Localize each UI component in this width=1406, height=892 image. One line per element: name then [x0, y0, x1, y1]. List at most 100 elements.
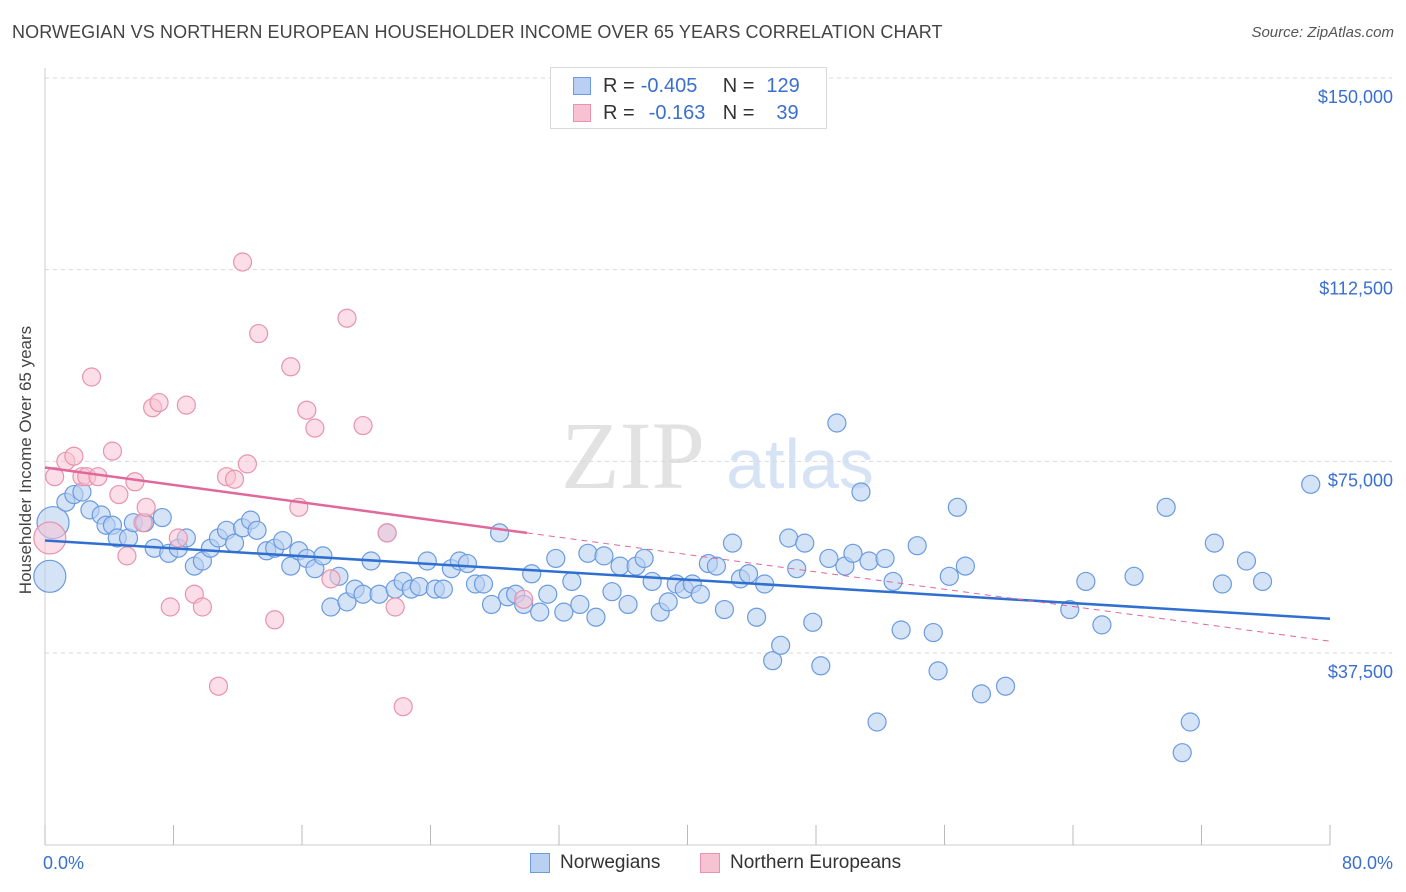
norwegians-point [33, 559, 67, 593]
norwegians-point [522, 564, 542, 584]
northern-europeans-point [237, 454, 257, 474]
norwegians-point [530, 602, 550, 622]
northern-europeans-trend-line [44, 466, 528, 535]
norwegians-point [811, 656, 831, 676]
norwegians-point [923, 622, 943, 643]
northern-europeans-point [109, 484, 129, 505]
norwegians-point [995, 676, 1016, 696]
legend-n-value: 39 [776, 101, 799, 124]
northern-europeans-point [176, 395, 196, 415]
norwegians-point [369, 584, 389, 604]
norwegians-point [321, 597, 341, 617]
chart-title: NORWEGIAN VS NORTHERN EUROPEAN HOUSEHOLD… [12, 22, 943, 42]
norwegians-point [546, 548, 566, 569]
norwegians-point [763, 651, 783, 671]
northern-europeans-point [224, 469, 245, 489]
legend-item-norwegians[interactable]: Norwegians [530, 852, 660, 874]
norwegians-point [642, 571, 662, 592]
norwegians-point [1076, 571, 1096, 592]
norwegians-point [152, 507, 172, 528]
northern-europeans-point [117, 546, 137, 566]
northern-europeans-point [160, 597, 180, 617]
legend-swatch-norwegians [573, 77, 591, 95]
norwegians-point [1124, 566, 1144, 586]
norwegians-point [851, 482, 871, 502]
northern-europeans-point [265, 610, 285, 630]
norwegians-point [1092, 615, 1112, 635]
norwegians-point [610, 556, 630, 576]
northern-europeans-point [377, 523, 397, 543]
northern-europeans-point [64, 446, 84, 466]
northern-europeans-point [33, 521, 67, 555]
norwegians-point [1204, 533, 1224, 553]
norwegians-point [409, 576, 429, 597]
norwegians-point [771, 635, 791, 655]
northern-europeans-point [81, 367, 102, 387]
norwegians-point [457, 553, 478, 574]
norwegians-point [1252, 571, 1273, 592]
northern-europeans-trend-extension [526, 532, 1331, 642]
norwegians-point [795, 533, 815, 553]
norwegians-point [787, 559, 807, 579]
norwegians-point [706, 556, 727, 576]
norwegians-point [538, 584, 558, 604]
northern-europeans-point [249, 323, 269, 344]
norwegians-point [1156, 497, 1176, 517]
northern-europeans-point [232, 252, 253, 272]
northern-europeans-point [168, 528, 188, 548]
northern-europeans-point [393, 697, 413, 717]
y-tick-label: $150,000 [1318, 87, 1393, 107]
norwegians-point [594, 546, 614, 566]
norwegians-point [1301, 474, 1321, 494]
norwegians-point [875, 548, 895, 569]
northern-europeans-point [305, 418, 325, 438]
norwegians-point [1172, 743, 1192, 763]
norwegians-point [738, 564, 759, 584]
northern-europeans-point [337, 308, 357, 328]
legend-n-label: N = [722, 101, 755, 124]
norwegians-point [247, 520, 267, 540]
norwegians-point [570, 594, 590, 615]
norwegians-point [489, 523, 510, 543]
legend-label-northern-europeans: Northern Europeans [730, 852, 902, 873]
legend-r-value: -0.405 [640, 74, 698, 97]
series-legend: Norwegians Northern Europeans [0, 850, 1406, 880]
norwegians-point [1180, 712, 1200, 732]
x-tick-label: 0.0% [43, 853, 84, 873]
norwegians-point [779, 528, 799, 548]
northern-europeans-point [353, 415, 373, 436]
northern-europeans-point [281, 357, 301, 377]
legend-swatch-norwegians [530, 853, 550, 873]
source-credit: Source: ZipAtlas.com [1251, 24, 1394, 41]
norwegians-point [273, 530, 293, 551]
legend-row-northern-europeans: R = -0.163 N = 39 [551, 100, 799, 126]
y-axis-label: Householder Income Over 65 years [16, 325, 35, 595]
norwegians-point [714, 599, 735, 620]
norwegians-point [1236, 551, 1257, 571]
northern-europeans-point [102, 441, 123, 461]
norwegians-point [281, 556, 301, 576]
x-tick-label: 80.0% [1342, 853, 1393, 873]
norwegians-point [473, 574, 494, 594]
norwegians-point [891, 620, 911, 640]
legend-swatch-northern-europeans [573, 104, 591, 122]
y-tick-label: $75,000 [1328, 470, 1393, 490]
norwegians-point [562, 571, 582, 592]
norwegians-point [928, 661, 948, 681]
norwegians-point [746, 607, 767, 627]
legend-item-northern-europeans[interactable]: Northern Europeans [700, 852, 901, 874]
norwegians-point [843, 543, 863, 563]
norwegians-point [907, 536, 927, 556]
northern-europeans-point [385, 597, 405, 617]
norwegians-point [883, 571, 903, 592]
norwegians-point [827, 413, 847, 433]
watermark-atlas: atlas [726, 425, 874, 503]
watermark-zip: ZIP [561, 402, 705, 509]
norwegians-point [1212, 574, 1232, 594]
norwegians-point [586, 607, 606, 627]
norwegians-point [602, 582, 622, 602]
legend-r-label: R = [603, 74, 635, 97]
northern-europeans-point [136, 497, 156, 517]
norwegians-point [433, 579, 453, 599]
